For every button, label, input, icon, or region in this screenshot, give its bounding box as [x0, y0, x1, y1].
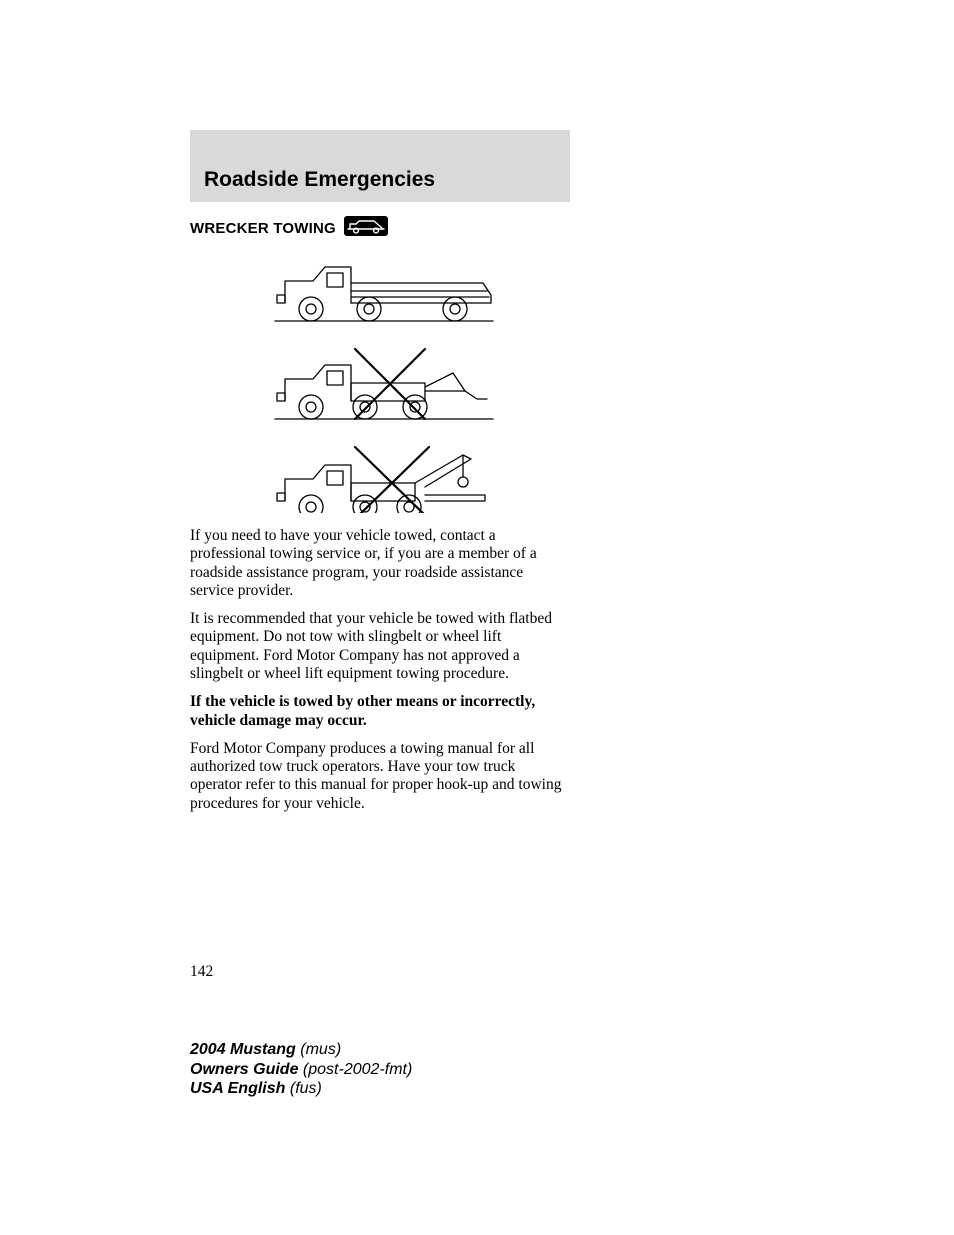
footer-line-3: USA English (fus) — [190, 1079, 412, 1099]
footer-line-1: 2004 Mustang (mus) — [190, 1040, 412, 1060]
paragraph-2: It is recommended that your vehicle be t… — [190, 610, 570, 683]
footer-model-code: (mus) — [300, 1041, 341, 1058]
chapter-title: Roadside Emergencies — [204, 168, 558, 192]
towing-icon — [344, 216, 388, 241]
footer-block: 2004 Mustang (mus) Owners Guide (post-20… — [190, 1040, 412, 1099]
paragraph-3-warning: If the vehicle is towed by other means o… — [190, 693, 570, 730]
section-heading: WRECKER TOWING — [190, 220, 336, 237]
footer-lang: USA English — [190, 1080, 290, 1097]
page-number: 142 — [190, 963, 570, 981]
footer-model: 2004 Mustang — [190, 1041, 300, 1058]
paragraph-1: If you need to have your vehicle towed, … — [190, 527, 570, 600]
footer-lang-code: (fus) — [290, 1080, 322, 1097]
section-heading-row: WRECKER TOWING — [190, 216, 570, 241]
towing-illustration — [265, 253, 495, 513]
chapter-header-band: Roadside Emergencies — [190, 130, 570, 202]
footer-line-2: Owners Guide (post-2002-fmt) — [190, 1060, 412, 1080]
footer-guide-code: (post-2002-fmt) — [303, 1061, 412, 1078]
paragraph-4: Ford Motor Company produces a towing man… — [190, 740, 570, 813]
footer-guide: Owners Guide — [190, 1061, 303, 1078]
